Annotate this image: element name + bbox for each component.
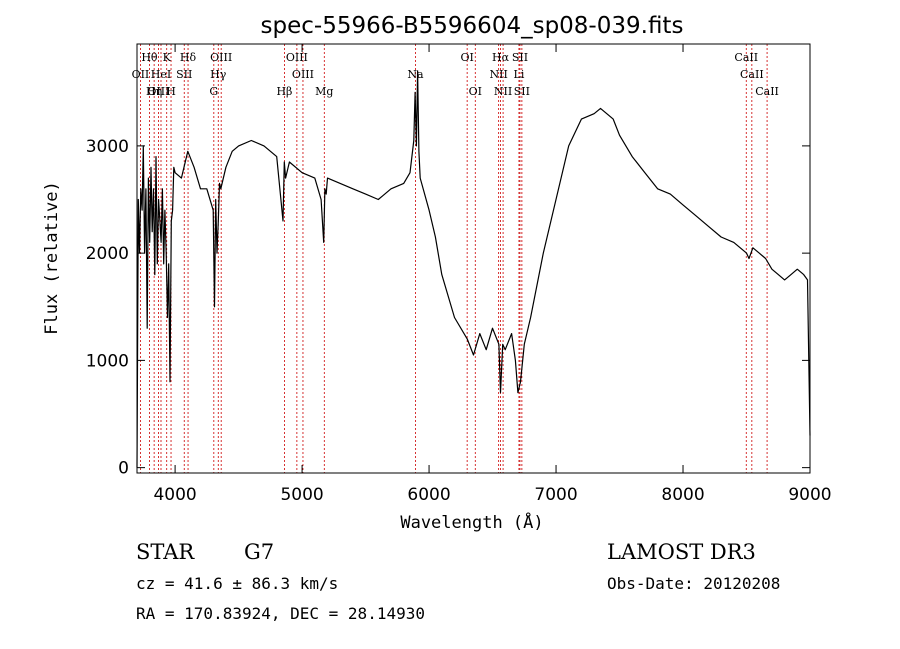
line-marker-label: K — [163, 51, 172, 64]
spectrum-line — [136, 70, 811, 468]
line-marker-label: SII — [514, 85, 530, 98]
subclass-label: G7 — [244, 540, 275, 564]
plot-frame — [136, 43, 811, 474]
line-marker-label: CaII — [734, 51, 758, 64]
line-marker-label: G — [209, 85, 218, 98]
y-tick-label: 1000 — [86, 351, 129, 371]
x-tick-label: 6000 — [407, 485, 450, 505]
x-axis: 4000 5000 6000 7000 8000 9000 — [153, 44, 832, 505]
line-marker-label: Na — [407, 68, 424, 81]
line-marker-label: SII — [512, 51, 528, 64]
line-marker-label: Hθ — [141, 51, 158, 64]
y-tick-label: 2000 — [86, 244, 129, 264]
x-tick-label: 8000 — [661, 485, 704, 505]
class-label: STAR — [136, 540, 195, 564]
line-marker-label: Hδ — [180, 51, 197, 64]
obs-date-text: Obs-Date: 20120208 — [607, 574, 781, 593]
y-tick-label: 0 — [118, 459, 129, 479]
line-marker-label: SII — [176, 68, 192, 81]
y-axis-label: Flux (relative) — [42, 181, 62, 335]
x-tick-label: 5000 — [280, 485, 323, 505]
y-axis: 0 1000 2000 3000 — [86, 137, 810, 479]
line-marker-label: H — [166, 85, 176, 98]
line-marker-label: CaII — [740, 68, 764, 81]
coordinates-text: RA = 170.83924, DEC = 28.14930 — [136, 604, 425, 623]
line-marker-label: Mg — [315, 85, 333, 98]
line-marker-label: OIII — [147, 85, 169, 98]
x-tick-label: 9000 — [788, 485, 831, 505]
y-tick-label: 3000 — [86, 137, 129, 157]
line-marker-label: OI — [469, 85, 482, 98]
line-marker-label: Hη — [146, 85, 162, 98]
line-marker-label: OIII — [292, 68, 314, 81]
line-marker-label: HeI — [151, 68, 171, 81]
line-marker-label: OIII — [286, 51, 308, 64]
line-marker-label: Hα — [492, 51, 510, 64]
x-axis-label: Wavelength (Å) — [400, 511, 543, 533]
emission-line-markers — [140, 44, 768, 473]
x-tick-label: 7000 — [534, 485, 577, 505]
chart-title: spec-55966-B5596604_sp08-039.fits — [261, 13, 684, 39]
line-marker-label: OIII — [210, 51, 232, 64]
line-marker-label: NII — [489, 68, 507, 81]
survey-label: LAMOST DR3 — [607, 540, 756, 564]
line-marker-label: OII — [132, 68, 150, 81]
line-marker-label: Hγ — [210, 68, 227, 81]
line-marker-label: CaII — [755, 85, 779, 98]
redshift-text: cz = 41.6 ± 86.3 km/s — [136, 574, 339, 593]
line-marker-label: OI — [460, 51, 473, 64]
x-tick-label: 4000 — [153, 485, 196, 505]
line-marker-label: Hβ — [276, 85, 292, 98]
line-marker-label: Li — [514, 68, 525, 81]
line-marker-label: NII — [494, 85, 512, 98]
